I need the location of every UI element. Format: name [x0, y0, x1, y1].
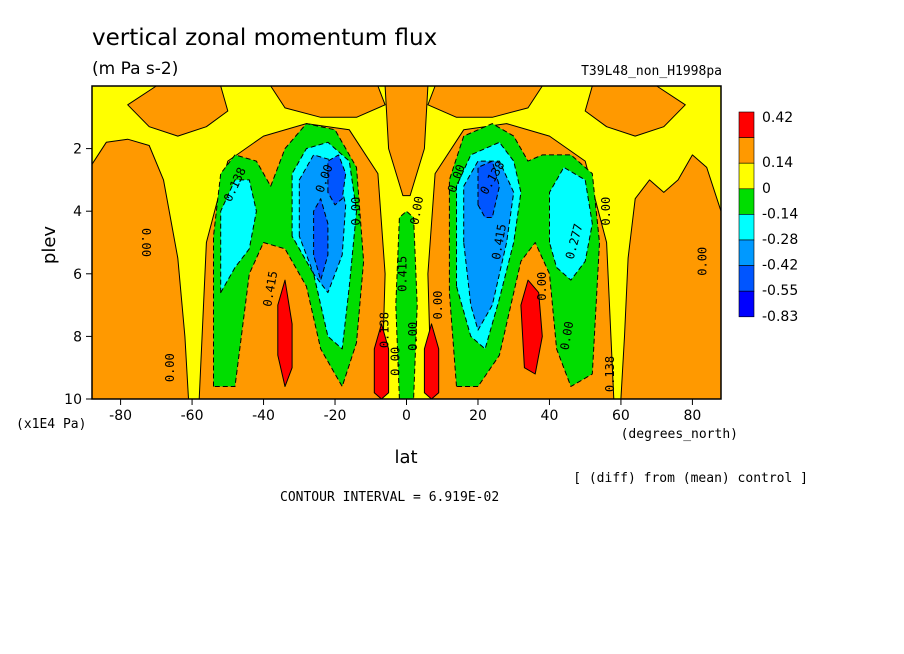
contour-region-dblue-19 — [327, 154, 347, 206]
contour-region-orange-0 — [91, 138, 189, 400]
y-units: (x1E4 Pa) — [16, 417, 86, 432]
contour-region-red-22 — [373, 323, 390, 400]
contour-value-label: 0.00 — [558, 320, 577, 351]
contour-region-cyan-12 — [220, 179, 257, 294]
x-units: (degrees_north) — [621, 427, 738, 442]
x-tick-label: 0 — [402, 408, 411, 424]
x-axis-ticks: -80 -60 -40 -20 0 20 40 60 80 — [109, 399, 701, 424]
y-tick-label: 8 — [73, 329, 82, 345]
legend-label: -0.83 — [762, 309, 798, 325]
contour-value-label: 0.00 — [139, 228, 153, 257]
contour-value-label: 0.00 — [431, 291, 445, 320]
legend-swatch — [738, 290, 755, 318]
contour-region-dblue-18 — [313, 198, 329, 281]
legend-label: 0 — [762, 181, 771, 197]
contour-value-label: 0.00 — [349, 197, 363, 226]
contour-region-red-24 — [520, 279, 543, 375]
contour-fills — [91, 85, 722, 400]
contour-value-label: 0.00 — [599, 197, 613, 226]
legend-swatch — [738, 162, 755, 190]
y-axis-label: plev — [39, 226, 60, 265]
contour-region-green-11 — [395, 210, 418, 400]
contour-value-label: 0.00 — [407, 195, 426, 226]
legend-label: -0.55 — [762, 283, 798, 299]
contour-value-label: 0.00 — [535, 272, 549, 301]
color-legend: 0.42 0.14 0 -0.14 -0.28 -0.42 -0.55 -0.83 — [738, 110, 798, 325]
contour-interval: CONTOUR INTERVAL = 6.919E-02 — [280, 490, 499, 505]
contour-value-label: 0.138 — [603, 356, 617, 392]
legend-swatch — [738, 111, 755, 138]
contour-value-label: 0.00 — [696, 247, 710, 276]
contour-value-label: 0.415 — [489, 223, 509, 261]
legend-label: -0.42 — [762, 258, 798, 274]
y-tick-label: 4 — [73, 204, 82, 220]
legend-label: 0.42 — [762, 110, 793, 126]
chart-title: vertical zonal momentum flux — [92, 25, 437, 51]
x-axis-label: lat — [394, 447, 417, 468]
contour-value-label: 0.00 — [406, 322, 420, 351]
contour-region-orange-5 — [584, 85, 686, 137]
y-tick-label: 10 — [64, 392, 82, 408]
contour-region-red-21 — [277, 279, 293, 387]
x-tick-label: -40 — [252, 408, 275, 424]
x-tick-label: 20 — [469, 408, 487, 424]
x-tick-label: -80 — [109, 408, 132, 424]
run-label: T39L48_non_H1998pa — [581, 64, 722, 79]
contour-region-cyan-13 — [549, 166, 593, 281]
contour-region-red-23 — [423, 323, 440, 400]
legend-label: 0.14 — [762, 155, 793, 171]
legend-swatch — [738, 188, 755, 215]
x-tick-label: 60 — [612, 408, 630, 424]
diff-note: [ (diff) from (mean) control ] — [573, 471, 808, 486]
legend-label: -0.14 — [762, 206, 798, 222]
legend-swatch — [738, 214, 755, 241]
contour-value-label: 0.415 — [260, 270, 280, 308]
contour-region-dblue-20 — [477, 160, 500, 218]
x-tick-label: -60 — [181, 408, 204, 424]
contour-value-label: 0.00 — [163, 353, 177, 382]
contour-value-label: 0.415 — [396, 256, 410, 292]
contour-region-blue-17 — [463, 160, 515, 331]
contour-region-orange-1 — [127, 85, 229, 137]
y-tick-label: 6 — [73, 267, 82, 283]
legend-swatch — [738, 239, 755, 266]
y-tick-label: 2 — [73, 142, 82, 158]
contour-value-label: 0.00 — [388, 347, 402, 376]
contour-value-label: 0.138 — [378, 312, 392, 348]
legend-swatch — [738, 265, 755, 292]
legend-swatch — [738, 137, 755, 164]
x-tick-label: -20 — [324, 408, 347, 424]
chart-units: (m Pa s-2) — [92, 59, 178, 79]
x-tick-label: 80 — [683, 408, 701, 424]
y-axis-ticks: 2 4 6 8 10 — [64, 142, 92, 408]
x-tick-label: 40 — [541, 408, 559, 424]
legend-label: -0.28 — [762, 232, 798, 248]
